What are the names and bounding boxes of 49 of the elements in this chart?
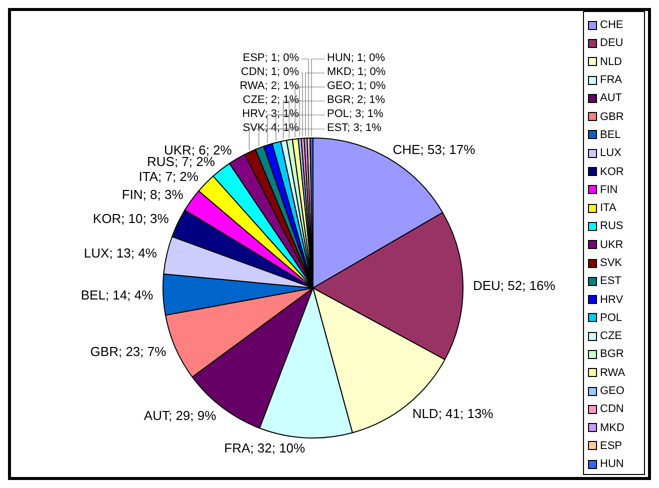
legend-label: ITA xyxy=(600,202,616,214)
data-label: FIN; 8; 3% xyxy=(122,186,184,202)
data-label: DEU; 52; 16% xyxy=(472,278,556,294)
data-label: CHE; 53; 17% xyxy=(392,142,476,157)
data-label: HUN; 1; 0% xyxy=(327,52,386,64)
legend-label: LUX xyxy=(600,147,622,160)
data-label: FRA; 32; 10% xyxy=(224,440,306,456)
legend-label: FRA xyxy=(600,74,622,86)
data-label: AUT; 29; 9% xyxy=(144,408,217,423)
legend-label: CZE xyxy=(600,330,622,342)
legend-label: DEU xyxy=(600,37,624,50)
legend-label: GEO xyxy=(600,385,624,398)
legend-label: KOR xyxy=(600,166,624,178)
legend-label: CHE xyxy=(600,19,624,32)
legend-label: BEL xyxy=(600,128,621,141)
legend-label: HUN xyxy=(600,458,624,470)
legend-label: SVK xyxy=(600,257,622,269)
legend-label: MKD xyxy=(600,422,624,434)
data-label: ITA; 7; 2% xyxy=(138,168,199,184)
legend-label: HRV xyxy=(600,294,624,306)
data-label: SVK; 4; 1% xyxy=(242,122,300,134)
data-label: MKD; 1; 0% xyxy=(327,66,386,78)
legend-label: CDN xyxy=(600,403,624,416)
legend-label: UKR xyxy=(600,238,624,251)
legend-label: RUS xyxy=(600,220,624,232)
data-label: RWA; 2; 1% xyxy=(240,80,300,92)
legend-label: AUT xyxy=(600,92,622,104)
legend-label: POL xyxy=(600,312,622,324)
data-label: POL; 3; 1% xyxy=(327,108,384,120)
data-label: CZE; 2; 1% xyxy=(242,94,300,106)
data-label: HRV; 3; 1% xyxy=(242,108,300,120)
legend-label: FIN xyxy=(600,184,618,196)
data-label: UKR; 6; 2% xyxy=(164,142,232,158)
data-label: KOR; 10; 3% xyxy=(92,211,170,226)
legend-label: EST xyxy=(600,275,622,288)
legend-label: GBR xyxy=(600,110,624,123)
data-label: BGR; 2; 1% xyxy=(327,94,386,106)
data-label: CDN; 1; 0% xyxy=(240,66,300,78)
data-label: BEL; 14; 4% xyxy=(80,288,154,303)
legend-label: ESP xyxy=(600,440,622,452)
data-label: LUX; 13; 4% xyxy=(84,245,158,260)
data-label: GBR; 23; 7% xyxy=(90,344,167,360)
legend-label: NLD xyxy=(600,56,622,68)
data-label: ESP; 1; 0% xyxy=(242,52,300,64)
legend-label: BGR xyxy=(600,348,624,360)
data-label: GEO; 1; 0% xyxy=(327,80,386,92)
data-label: NLD; 41; 13% xyxy=(412,406,494,421)
data-label: EST; 3; 1% xyxy=(327,122,382,134)
legend-label: RWA xyxy=(600,366,626,379)
